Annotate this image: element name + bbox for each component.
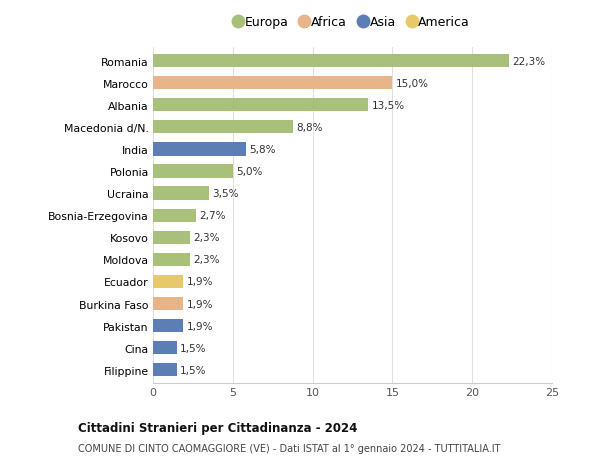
Text: 2,7%: 2,7% xyxy=(199,211,226,221)
Text: 5,8%: 5,8% xyxy=(249,145,275,155)
Bar xyxy=(153,364,177,377)
Legend: Europa, Africa, Asia, America: Europa, Africa, Asia, America xyxy=(235,16,470,29)
Bar xyxy=(153,99,368,112)
Bar xyxy=(153,55,509,68)
Text: 22,3%: 22,3% xyxy=(512,56,545,67)
Text: 1,5%: 1,5% xyxy=(180,343,206,353)
Text: 1,9%: 1,9% xyxy=(187,299,213,309)
Bar xyxy=(153,297,184,311)
Text: 5,0%: 5,0% xyxy=(236,167,262,177)
Text: 2,3%: 2,3% xyxy=(193,255,220,265)
Bar xyxy=(153,187,209,200)
Bar xyxy=(153,253,190,266)
Text: 1,9%: 1,9% xyxy=(187,321,213,331)
Bar xyxy=(153,231,190,244)
Bar xyxy=(153,275,184,288)
Text: 8,8%: 8,8% xyxy=(296,123,323,133)
Bar xyxy=(153,165,233,178)
Bar xyxy=(153,341,177,355)
Text: 1,9%: 1,9% xyxy=(187,277,213,287)
Text: 15,0%: 15,0% xyxy=(395,78,428,89)
Bar xyxy=(153,121,293,134)
Bar xyxy=(153,77,392,90)
Text: 3,5%: 3,5% xyxy=(212,189,239,199)
Text: COMUNE DI CINTO CAOMAGGIORE (VE) - Dati ISTAT al 1° gennaio 2024 - TUTTITALIA.IT: COMUNE DI CINTO CAOMAGGIORE (VE) - Dati … xyxy=(78,443,500,453)
Text: 13,5%: 13,5% xyxy=(371,101,405,111)
Bar xyxy=(153,209,196,222)
Bar xyxy=(153,319,184,333)
Text: 1,5%: 1,5% xyxy=(180,365,206,375)
Text: 2,3%: 2,3% xyxy=(193,233,220,243)
Text: Cittadini Stranieri per Cittadinanza - 2024: Cittadini Stranieri per Cittadinanza - 2… xyxy=(78,421,358,434)
Bar xyxy=(153,143,245,156)
